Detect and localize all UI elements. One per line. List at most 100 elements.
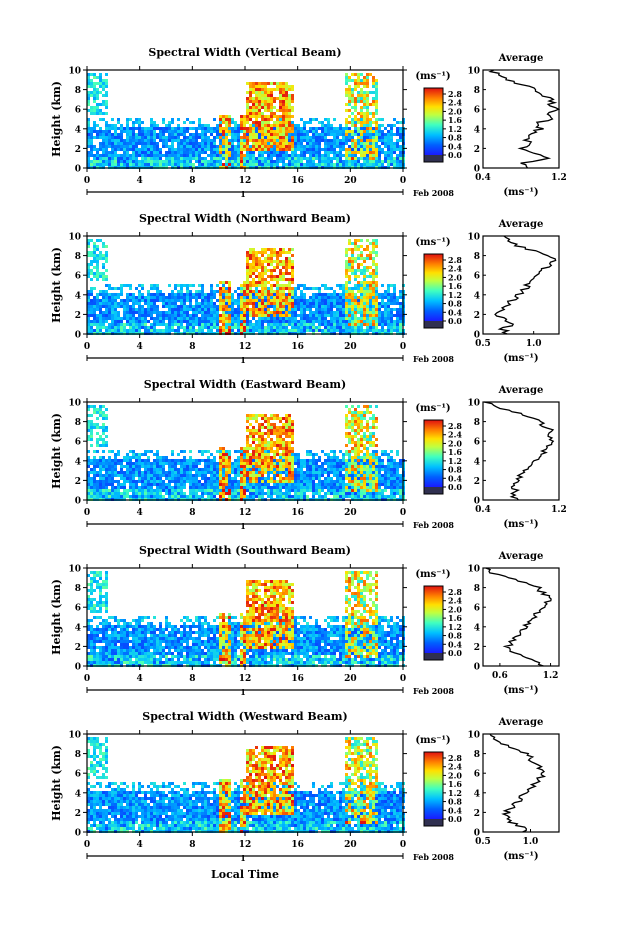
- heatmap-cell: [282, 124, 285, 127]
- heatmap-cell: [234, 468, 237, 471]
- heatmap-cell: [201, 130, 204, 133]
- heatmap-cell: [198, 121, 201, 124]
- heatmap-cell: [348, 278, 351, 281]
- heatmap-cell: [207, 317, 210, 320]
- heatmap-cell: [285, 287, 288, 290]
- heatmap-cell: [351, 272, 354, 275]
- heatmap-cell: [90, 483, 93, 486]
- heatmap-cell: [90, 480, 93, 483]
- heatmap-cell: [156, 459, 159, 462]
- heatmap-cell: [282, 136, 285, 139]
- heatmap-cell: [225, 287, 228, 290]
- heatmap-cell: [87, 139, 90, 142]
- heatmap-cell: [201, 299, 204, 302]
- heatmap-cell: [267, 456, 270, 459]
- heatmap-cell: [126, 160, 129, 163]
- heatmap-cell: [393, 293, 396, 296]
- heatmap-cell: [243, 148, 246, 151]
- heatmap-cell: [255, 465, 258, 468]
- heatmap-cell: [276, 323, 279, 326]
- heatmap-cell: [102, 242, 105, 245]
- heatmap-cell: [153, 329, 156, 332]
- heatmap-cell: [198, 302, 201, 305]
- heatmap-cell: [360, 308, 363, 311]
- heatmap-cell: [159, 323, 162, 326]
- heatmap-cell: [366, 320, 369, 323]
- heatmap-cell: [183, 293, 186, 296]
- heatmap-cell: [177, 139, 180, 142]
- heatmap-cell: [375, 326, 378, 329]
- heatmap-cell: [135, 480, 138, 483]
- heatmap-cell: [393, 308, 396, 311]
- heatmap-cell: [270, 257, 273, 260]
- heatmap-cell: [183, 450, 186, 453]
- heatmap-cell: [192, 311, 195, 314]
- heatmap-cell: [168, 314, 171, 317]
- heatmap-cell: [102, 263, 105, 266]
- heatmap-cell: [309, 145, 312, 148]
- heatmap-cell: [255, 124, 258, 127]
- heatmap-cell: [93, 130, 96, 133]
- heatmap-cell: [351, 317, 354, 320]
- heatmap-cell: [393, 320, 396, 323]
- heatmap-cell: [135, 323, 138, 326]
- heatmap-cell: [372, 97, 375, 100]
- heatmap-cell: [192, 151, 195, 154]
- heatmap-cell: [294, 311, 297, 314]
- heatmap-cell: [210, 142, 213, 145]
- heatmap-cell: [87, 130, 90, 133]
- heatmap-cell: [270, 115, 273, 118]
- heatmap-cell: [255, 299, 258, 302]
- heatmap-cell: [228, 151, 231, 154]
- heatmap-cell: [87, 73, 90, 76]
- heatmap-cell: [342, 302, 345, 305]
- heatmap-cell: [264, 139, 267, 142]
- heatmap-cell: [153, 492, 156, 495]
- heatmap-cell: [192, 329, 195, 332]
- heatmap-cell: [309, 287, 312, 290]
- heatmap-cell: [375, 148, 378, 151]
- heatmap-cell: [324, 317, 327, 320]
- heatmap-cell: [360, 109, 363, 112]
- heatmap-cell: [222, 486, 225, 489]
- heatmap-cell: [351, 112, 354, 115]
- heatmap-cell: [258, 423, 261, 426]
- heatmap-cell: [165, 483, 168, 486]
- heatmap-cell: [279, 326, 282, 329]
- heatmap-cell: [261, 136, 264, 139]
- heatmap-cell: [153, 127, 156, 130]
- heatmap-cell: [153, 462, 156, 465]
- heatmap-cell: [153, 296, 156, 299]
- heatmap-cell: [369, 142, 372, 145]
- heatmap-cell: [213, 320, 216, 323]
- heatmap-cell: [246, 281, 249, 284]
- heatmap-cell: [138, 139, 141, 142]
- heatmap-cell: [141, 492, 144, 495]
- heatmap-cell: [207, 308, 210, 311]
- heatmap-cell: [261, 471, 264, 474]
- heatmap-cell: [291, 139, 294, 142]
- heatmap-cell: [144, 453, 147, 456]
- heatmap-cell: [102, 245, 105, 248]
- heatmap-cell: [153, 148, 156, 151]
- heatmap-cell: [300, 317, 303, 320]
- heatmap-cell: [351, 329, 354, 332]
- heatmap-cell: [111, 160, 114, 163]
- heatmap-cell: [228, 308, 231, 311]
- heatmap-cell: [186, 308, 189, 311]
- heatmap-cell: [333, 133, 336, 136]
- heatmap-cell: [399, 314, 402, 317]
- heatmap-cell: [249, 417, 252, 420]
- heatmap-cell: [282, 266, 285, 269]
- heatmap-cell: [363, 100, 366, 103]
- heatmap-cell: [132, 495, 135, 498]
- heatmap-cell: [171, 495, 174, 498]
- heatmap-cell: [207, 127, 210, 130]
- heatmap-cell: [174, 299, 177, 302]
- heatmap-cell: [204, 311, 207, 314]
- heatmap-cell: [87, 296, 90, 299]
- heatmap-cell: [195, 495, 198, 498]
- heatmap-cell: [252, 112, 255, 115]
- heatmap-cell: [168, 492, 171, 495]
- heatmap-cell: [351, 160, 354, 163]
